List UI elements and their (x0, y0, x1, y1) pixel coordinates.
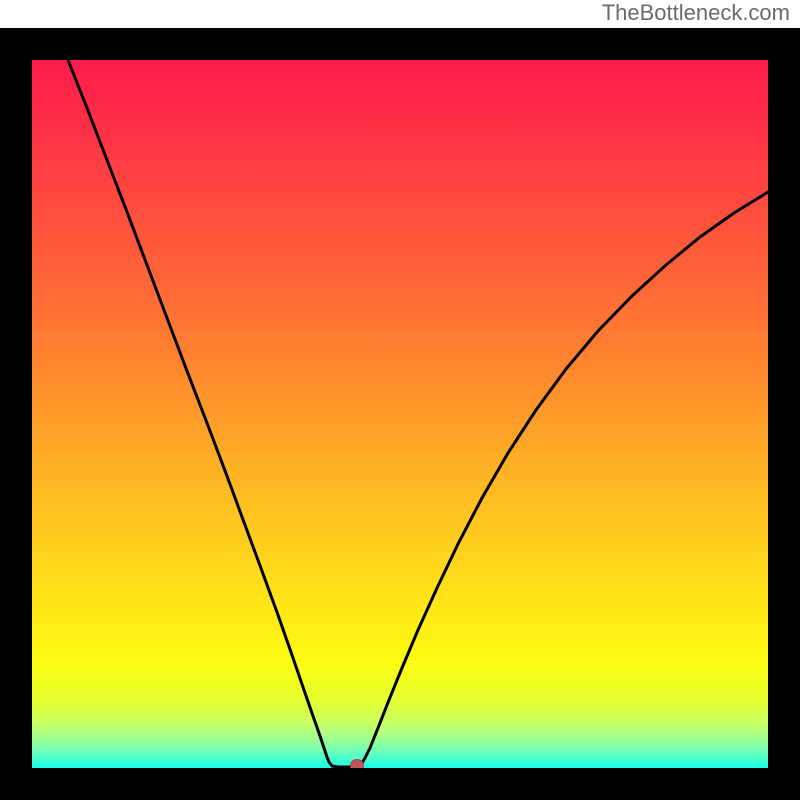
gradient-background (32, 60, 768, 768)
optimum-marker (350, 759, 364, 768)
plot-area (32, 60, 768, 768)
watermark-text: TheBottleneck.com (602, 0, 790, 26)
